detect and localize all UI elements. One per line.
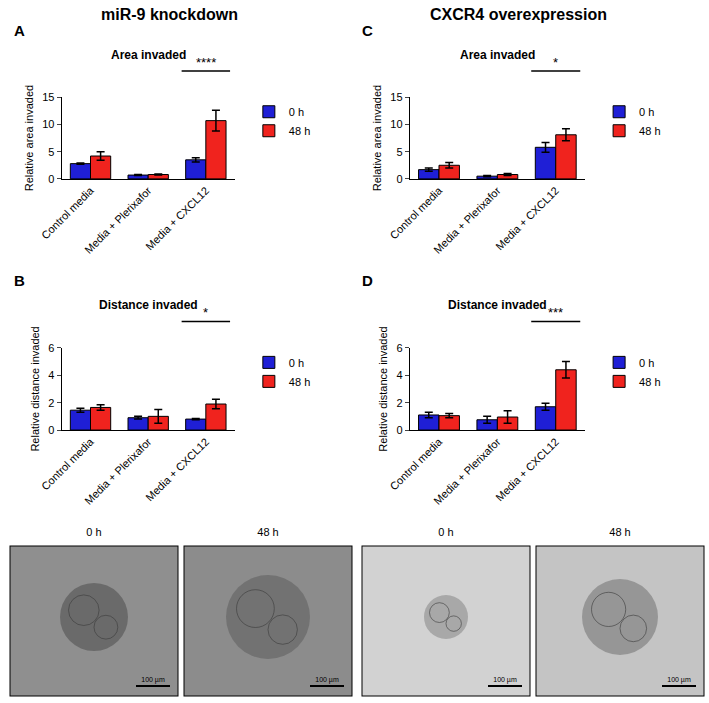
svg-text:2: 2	[396, 397, 402, 409]
svg-text:Control media: Control media	[39, 435, 97, 493]
svg-text:Control media: Control media	[39, 184, 97, 242]
svg-text:0 h: 0 h	[639, 357, 654, 369]
svg-text:*: *	[553, 55, 558, 70]
svg-text:0: 0	[48, 424, 54, 436]
svg-text:100 µm: 100 µm	[315, 676, 339, 684]
svg-text:5: 5	[48, 146, 54, 158]
svg-text:Relative distance invaded: Relative distance invaded	[377, 326, 389, 451]
svg-text:Distance invaded: Distance invaded	[448, 298, 547, 312]
svg-text:Media + CXCL12: Media + CXCL12	[143, 436, 211, 504]
svg-text:CXCR4 overexpression: CXCR4 overexpression	[430, 6, 607, 23]
svg-text:0 h: 0 h	[86, 526, 101, 538]
svg-text:Media + Plerixafor: Media + Plerixafor	[82, 435, 154, 507]
svg-text:4: 4	[48, 369, 54, 381]
svg-text:48 h: 48 h	[609, 526, 630, 538]
svg-text:Media + CXCL12: Media + CXCL12	[143, 184, 211, 252]
svg-text:Control media: Control media	[387, 184, 445, 242]
svg-text:48 h: 48 h	[257, 526, 278, 538]
svg-text:6: 6	[48, 342, 54, 354]
svg-text:100 µm: 100 µm	[667, 676, 691, 684]
svg-text:A: A	[14, 22, 25, 39]
svg-text:Relative area invaded: Relative area invaded	[371, 85, 383, 191]
svg-text:C: C	[362, 22, 373, 39]
svg-text:0 h: 0 h	[639, 106, 654, 118]
svg-text:Media + CXCL12: Media + CXCL12	[493, 436, 561, 504]
svg-text:48 h: 48 h	[639, 125, 660, 137]
svg-text:4: 4	[396, 369, 402, 381]
svg-text:48 h: 48 h	[289, 125, 310, 137]
svg-text:Media + CXCL12: Media + CXCL12	[493, 184, 561, 252]
svg-text:100 µm: 100 µm	[141, 676, 165, 684]
svg-text:15: 15	[42, 91, 54, 103]
svg-text:2: 2	[48, 397, 54, 409]
svg-text:Control media: Control media	[387, 435, 445, 493]
svg-text:6: 6	[396, 342, 402, 354]
svg-text:Area invaded: Area invaded	[460, 48, 535, 62]
svg-text:0: 0	[396, 173, 402, 185]
svg-text:****: ****	[196, 55, 216, 70]
svg-text:miR-9 knockdown: miR-9 knockdown	[101, 6, 238, 23]
svg-text:D: D	[362, 272, 373, 289]
svg-text:Media + Plerixafor: Media + Plerixafor	[431, 184, 503, 256]
svg-text:0: 0	[48, 173, 54, 185]
svg-text:10: 10	[42, 118, 54, 130]
svg-text:48 h: 48 h	[289, 376, 310, 388]
svg-text:Media + Plerixafor: Media + Plerixafor	[82, 184, 154, 256]
svg-text:Distance invaded: Distance invaded	[99, 298, 198, 312]
svg-text:Media + Plerixafor: Media + Plerixafor	[431, 435, 503, 507]
svg-text:10: 10	[390, 118, 402, 130]
svg-text:***: ***	[548, 305, 563, 320]
svg-text:Relative area invaded: Relative area invaded	[23, 85, 35, 191]
svg-text:15: 15	[390, 91, 402, 103]
svg-text:100 µm: 100 µm	[493, 676, 517, 684]
svg-text:48 h: 48 h	[639, 376, 660, 388]
svg-text:0: 0	[396, 424, 402, 436]
svg-text:5: 5	[396, 146, 402, 158]
svg-text:Area invaded: Area invaded	[111, 48, 186, 62]
svg-text:0 h: 0 h	[289, 357, 304, 369]
svg-text:B: B	[14, 272, 25, 289]
svg-text:*: *	[203, 305, 208, 320]
svg-text:0 h: 0 h	[289, 106, 304, 118]
svg-text:Relative distance invaded: Relative distance invaded	[29, 326, 41, 451]
svg-text:0 h: 0 h	[438, 526, 453, 538]
